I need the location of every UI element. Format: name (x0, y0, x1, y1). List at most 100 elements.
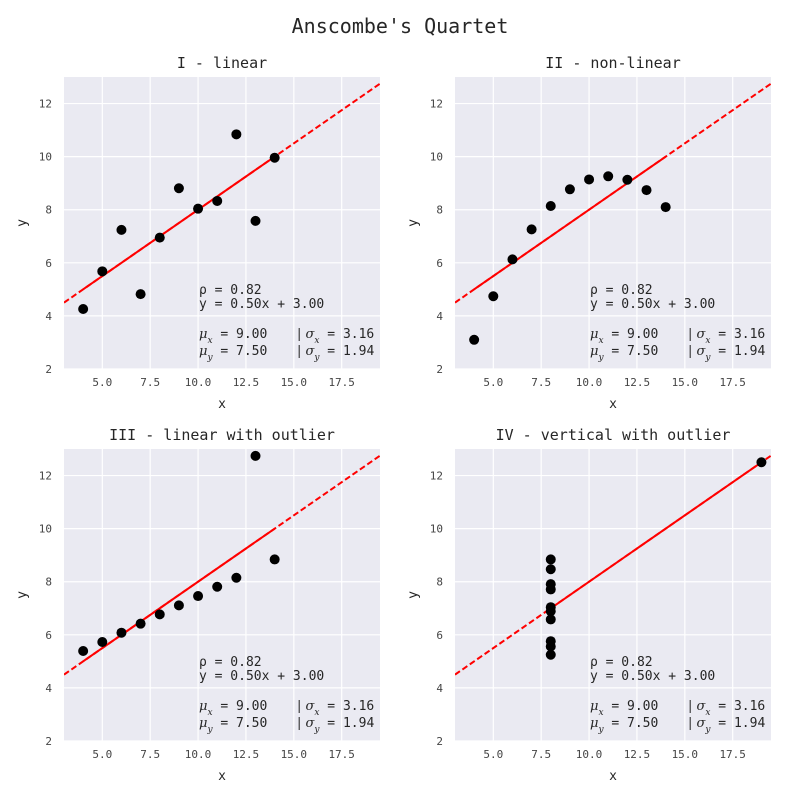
y-tick-label: 12 (39, 470, 52, 483)
panel-title: II - non-linear (545, 54, 680, 72)
panel-2: 5.0 7.5 10.0 12.5 15.0 17.5 2 4 6 8 10 12 II - non-l… (406, 54, 771, 412)
data-point (545, 201, 556, 212)
x-axis-label: x (218, 397, 226, 412)
correlation-label: ρ = 0.82 (590, 283, 653, 298)
data-point (250, 215, 261, 226)
data-point (545, 614, 556, 625)
y-tick-label: 10 (39, 151, 52, 164)
data-point (269, 152, 280, 163)
x-axis-label: x (218, 769, 226, 784)
y-axis-label: y (15, 219, 30, 227)
data-point (154, 609, 165, 620)
y-tick-label: 12 (39, 98, 52, 111)
x-tick-label: 7.5 (140, 748, 160, 761)
x-tick-label: 12.5 (624, 748, 651, 761)
data-point (545, 606, 556, 617)
mean-x-label: μx = 9.00 (199, 327, 267, 346)
y-tick-label: 4 (45, 682, 52, 695)
data-point (526, 224, 537, 235)
mean-x-label: μx = 9.00 (590, 699, 658, 718)
panel-title: IV - vertical with outlier (496, 426, 731, 444)
data-point (584, 174, 595, 185)
data-point (78, 304, 89, 315)
x-tick-label: 12.5 (233, 376, 260, 389)
y-tick-label: 2 (436, 363, 443, 376)
x-tick-label: 10.0 (576, 376, 603, 389)
x-tick-label: 17.5 (328, 376, 355, 389)
x-tick-label: 15.0 (281, 376, 308, 389)
data-point (116, 627, 127, 638)
data-point (154, 232, 165, 243)
data-point (97, 266, 108, 277)
data-point (250, 450, 261, 461)
plot-area (455, 449, 771, 741)
data-point (269, 554, 280, 565)
data-point (193, 203, 204, 214)
panel-title: III - linear with outlier (109, 426, 335, 444)
data-point (231, 572, 242, 583)
y-tick-label: 6 (436, 257, 443, 270)
y-tick-label: 10 (39, 523, 52, 536)
regression-equation: y = 0.50x + 3.00 (199, 297, 324, 312)
data-point (545, 641, 556, 652)
regression-equation: y = 0.50x + 3.00 (199, 669, 324, 684)
y-axis-label: y (15, 591, 30, 599)
correlation-label: ρ = 0.82 (590, 655, 653, 670)
y-tick-label: 4 (436, 310, 443, 323)
std-y-label: | σy = 1.94 (688, 716, 765, 735)
std-x-label: | σx = 3.16 (688, 327, 765, 346)
x-tick-label: 17.5 (719, 748, 746, 761)
x-tick-label: 17.5 (328, 748, 355, 761)
correlation-label: ρ = 0.82 (199, 283, 262, 298)
fit-line (473, 155, 667, 291)
y-tick-label: 4 (436, 682, 443, 695)
std-y-label: | σy = 1.94 (297, 716, 374, 735)
y-tick-label: 12 (430, 98, 443, 111)
y-tick-label: 8 (45, 204, 52, 217)
data-point (212, 195, 223, 206)
x-tick-label: 7.5 (531, 376, 551, 389)
mean-x-label: μx = 9.00 (590, 327, 658, 346)
y-tick-label: 8 (436, 204, 443, 217)
x-tick-label: 5.0 (92, 376, 112, 389)
mean-y-label: μy = 7.50 (590, 716, 658, 735)
fit-line (82, 527, 276, 663)
y-tick-label: 10 (430, 151, 443, 164)
data-point (193, 591, 204, 602)
panel-3: 5.0 7.5 10.0 12.5 15.0 17.5 2 4 6 8 10 12 III - line… (15, 426, 380, 784)
data-point (545, 564, 556, 575)
fit-line (82, 155, 276, 291)
panel-1: 5.0 7.5 10.0 12.5 15.0 17.5 2 4 6 8 10 12 I - linear… (15, 54, 380, 412)
x-tick-label: 5.0 (92, 748, 112, 761)
plot-area (455, 77, 771, 369)
y-tick-label: 4 (45, 310, 52, 323)
x-tick-label: 5.0 (483, 376, 503, 389)
plot-area (64, 449, 380, 741)
x-tick-label: 10.0 (185, 376, 212, 389)
x-tick-label: 10.0 (576, 748, 603, 761)
x-tick-label: 12.5 (233, 748, 260, 761)
x-tick-label: 17.5 (719, 376, 746, 389)
y-tick-label: 8 (45, 576, 52, 589)
y-tick-label: 2 (45, 363, 52, 376)
panel-title: I - linear (177, 54, 267, 72)
figure-title: Anscombe's Quartet (292, 14, 509, 38)
x-tick-label: 15.0 (281, 748, 308, 761)
regression-equation: y = 0.50x + 3.00 (590, 669, 715, 684)
x-tick-label: 7.5 (531, 748, 551, 761)
y-tick-label: 6 (436, 629, 443, 642)
mean-x-label: μx = 9.00 (199, 699, 267, 718)
mean-y-label: μy = 7.50 (199, 716, 267, 735)
data-point (135, 618, 146, 629)
y-tick-label: 12 (430, 470, 443, 483)
data-point (97, 636, 108, 647)
std-x-label: | σx = 3.16 (688, 699, 765, 718)
x-tick-label: 15.0 (672, 748, 699, 761)
y-tick-label: 2 (45, 735, 52, 748)
std-y-label: | σy = 1.94 (297, 344, 374, 363)
mean-y-label: μy = 7.50 (199, 344, 267, 363)
data-point (545, 554, 556, 565)
data-point (488, 291, 499, 302)
x-tick-label: 12.5 (624, 376, 651, 389)
data-point (116, 224, 127, 235)
